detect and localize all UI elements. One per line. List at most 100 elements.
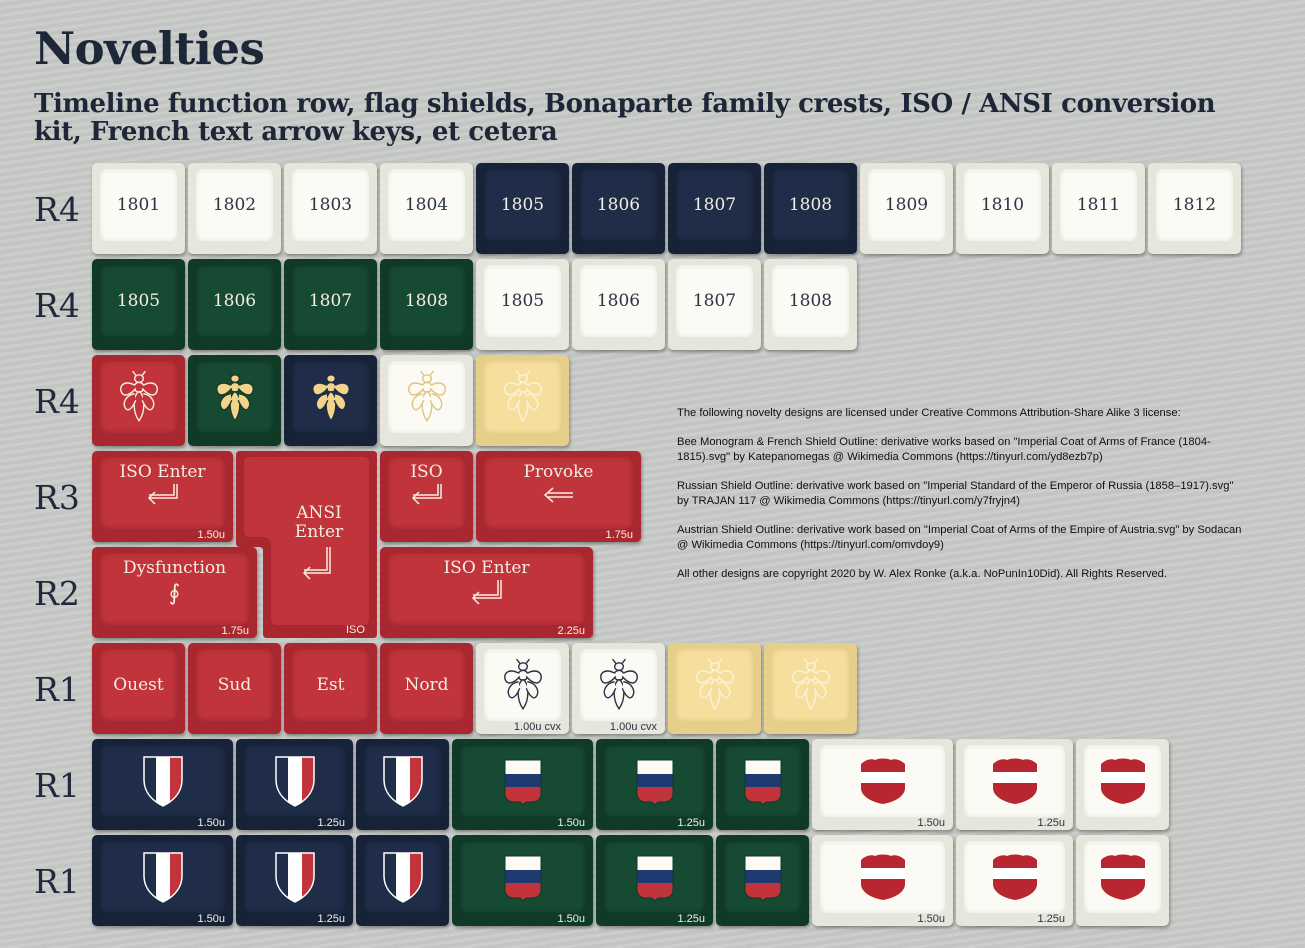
austrian-shield-icon (860, 758, 905, 804)
iso-enter-key-150[interactable]: ISO Enter 1.50u (92, 451, 233, 542)
year-key-1804[interactable]: 1804 (380, 163, 473, 254)
austrian-shield-key-100[interactable] (1076, 739, 1169, 830)
key-legend: 1805 (500, 290, 545, 311)
russian-shield-key-125[interactable]: 1.25u (596, 739, 713, 830)
russian-shield-icon (744, 759, 781, 806)
year-key-1805[interactable]: 1805 (476, 163, 569, 254)
bee-icon (117, 371, 161, 423)
key-size-label: 1.75u (605, 529, 633, 541)
year-key-1801[interactable]: 1801 (92, 163, 185, 254)
year-key-1811[interactable]: 1811 (1052, 163, 1145, 254)
french-shield-icon (274, 756, 315, 807)
arrow-key-nord[interactable]: Nord (380, 643, 473, 734)
iso-key-small[interactable]: ISO (380, 451, 473, 542)
row-label-1: R4 (34, 190, 80, 229)
year-key-1812[interactable]: 1812 (1148, 163, 1241, 254)
bee-key-cream-3[interactable] (764, 643, 857, 734)
dysfunction-key[interactable]: Dysfunction ∮ 1.75u (92, 547, 257, 638)
bee-key-white-cvx-1[interactable]: 1.00u cvx (476, 643, 569, 734)
key-legend: 1807 (308, 290, 353, 311)
french-shield-icon (382, 756, 423, 807)
year-key-green-1806[interactable]: 1806 (188, 259, 281, 350)
key-legend: 1808 (788, 290, 833, 311)
key-size-label: 1.50u (197, 529, 225, 541)
arrow-key-est[interactable]: Est (284, 643, 377, 734)
french-shield-key-125[interactable]: 1.25u (236, 835, 353, 926)
bee-key-white-cvx-2[interactable]: 1.00u cvx (572, 643, 665, 734)
key-legend: 1808 (404, 290, 449, 311)
provoke-key[interactable]: Provoke 1.75u (476, 451, 641, 542)
bee-key-red[interactable] (92, 355, 185, 446)
key-legend: 1806 (596, 290, 641, 311)
russian-shield-key-100[interactable] (716, 739, 809, 830)
contour-integral-icon: ∮ (168, 581, 181, 606)
key-size-label: 1.25u (1037, 913, 1065, 925)
key-size-label: 1.25u (1037, 817, 1065, 829)
year-key-1803[interactable]: 1803 (284, 163, 377, 254)
key-size-label: 1.50u (197, 913, 225, 925)
return-arrow-icon (471, 580, 502, 605)
russian-shield-key-150[interactable]: 1.50u (452, 739, 593, 830)
arrow-key-ouest[interactable]: Ouest (92, 643, 185, 734)
austrian-shield-icon (1100, 758, 1145, 804)
bee-key-cream[interactable] (476, 355, 569, 446)
french-shield-key-100[interactable] (356, 739, 449, 830)
austrian-shield-key-150[interactable]: 1.50u (812, 739, 953, 830)
french-shield-key-100[interactable] (356, 835, 449, 926)
key-legend: 1804 (404, 194, 449, 215)
austrian-shield-key-125[interactable]: 1.25u (956, 739, 1073, 830)
key-size-label: 1.50u (557, 817, 585, 829)
year-key-1802[interactable]: 1802 (188, 163, 281, 254)
license-paragraph: Bee Monogram & French Shield Outline: de… (677, 436, 1211, 463)
key-size-label: 1.00u cvx (513, 721, 561, 733)
french-shield-key-150[interactable]: 1.50u (92, 835, 233, 926)
bee-icon (309, 371, 353, 423)
year-key-white-1805[interactable]: 1805 (476, 259, 569, 350)
year-key-1808[interactable]: 1808 (764, 163, 857, 254)
return-arrow-icon (147, 484, 178, 505)
bee-icon (789, 659, 833, 711)
key-legend: Sud (217, 674, 252, 695)
bee-key-white[interactable] (380, 355, 473, 446)
year-key-green-1808[interactable]: 1808 (380, 259, 473, 350)
austrian-shield-key-125[interactable]: 1.25u (956, 835, 1073, 926)
year-key-white-1807[interactable]: 1807 (668, 259, 761, 350)
austrian-shield-key-150[interactable]: 1.50u (812, 835, 953, 926)
austrian-shield-key-100[interactable] (1076, 835, 1169, 926)
bee-key-navy[interactable] (284, 355, 377, 446)
iso-enter-key-225[interactable]: ISO Enter 2.25u (380, 547, 593, 638)
page-title: Novelties (34, 22, 265, 75)
year-key-white-1806[interactable]: 1806 (572, 259, 665, 350)
key-legend: Provoke (523, 462, 594, 482)
bee-key-green[interactable] (188, 355, 281, 446)
key-size-label: 1.00u cvx (609, 721, 657, 733)
year-key-green-1805[interactable]: 1805 (92, 259, 185, 350)
russian-shield-key-100[interactable] (716, 835, 809, 926)
key-legend: 1801 (116, 194, 161, 215)
french-shield-key-150[interactable]: 1.50u (92, 739, 233, 830)
ansi-enter-key[interactable] (236, 451, 377, 638)
year-key-1806[interactable]: 1806 (572, 163, 665, 254)
bee-icon (213, 371, 257, 423)
year-key-white-1808[interactable]: 1808 (764, 259, 857, 350)
key-legend: ISO (410, 462, 443, 482)
bee-key-cream-2[interactable] (668, 643, 761, 734)
french-shield-icon (142, 852, 183, 903)
year-key-1807[interactable]: 1807 (668, 163, 761, 254)
key-legend: 1807 (692, 290, 737, 311)
french-shield-key-125[interactable]: 1.25u (236, 739, 353, 830)
year-key-1810[interactable]: 1810 (956, 163, 1049, 254)
russian-shield-key-150[interactable]: 1.50u (452, 835, 593, 926)
french-shield-icon (274, 852, 315, 903)
russian-shield-key-125[interactable]: 1.25u (596, 835, 713, 926)
french-shield-icon (142, 756, 183, 807)
arrow-key-sud[interactable]: Sud (188, 643, 281, 734)
austrian-shield-icon (860, 854, 905, 900)
year-key-green-1807[interactable]: 1807 (284, 259, 377, 350)
license-paragraph: Austrian Shield Outline: derivative work… (677, 524, 1242, 551)
row-label-8: R1 (34, 862, 80, 901)
license-paragraph: All other designs are copyright 2020 by … (677, 568, 1168, 580)
license-text: The following novelty designs are licens… (677, 406, 1247, 596)
left-arrow-icon (543, 487, 573, 503)
year-key-1809[interactable]: 1809 (860, 163, 953, 254)
